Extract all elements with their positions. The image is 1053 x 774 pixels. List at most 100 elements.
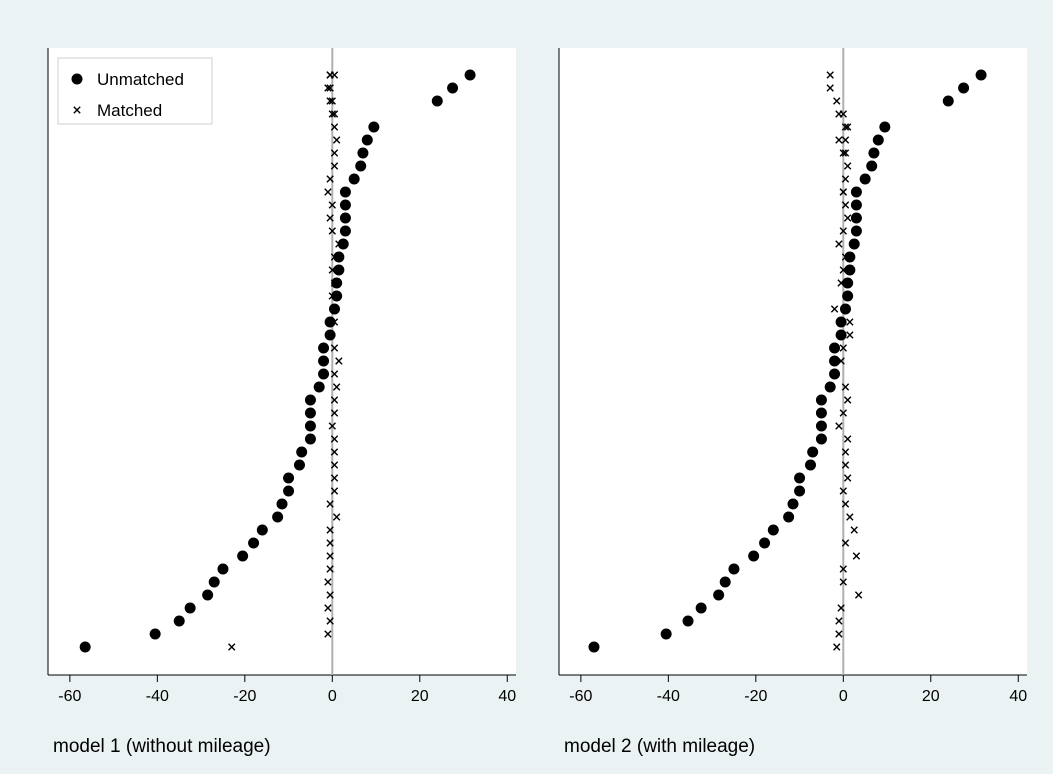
legend-label: Matched xyxy=(97,101,162,120)
matched-point xyxy=(324,84,332,92)
matched-point xyxy=(324,188,332,196)
unmatched-point xyxy=(868,147,880,159)
matched-point xyxy=(843,214,852,222)
matched-point xyxy=(335,357,343,365)
unmatched-point xyxy=(844,264,856,276)
matched-point xyxy=(326,214,334,222)
matched-point xyxy=(330,110,339,118)
matched-point xyxy=(839,409,847,417)
unmatched-point xyxy=(339,186,351,198)
matched-point xyxy=(330,344,339,352)
unmatched-point xyxy=(318,355,330,367)
unmatched-point xyxy=(850,199,862,211)
unmatched-point xyxy=(217,563,229,575)
unmatched-point xyxy=(361,134,373,146)
matched-point xyxy=(846,331,854,339)
unmatched-point xyxy=(848,238,860,250)
matched-point xyxy=(839,487,847,495)
matched-point xyxy=(328,227,336,235)
matched-point xyxy=(330,370,339,378)
matched-point xyxy=(846,318,854,326)
unmatched-point xyxy=(339,225,351,237)
unmatched-point xyxy=(839,303,851,315)
unmatched-point xyxy=(331,277,343,289)
unmatched-point xyxy=(719,576,731,588)
matched-point xyxy=(326,331,334,339)
matched-point xyxy=(328,110,336,118)
unmatched-point xyxy=(304,420,316,432)
unmatched-point xyxy=(464,69,476,81)
matched-point xyxy=(330,409,339,417)
matched-point xyxy=(841,175,850,183)
matched-point xyxy=(843,292,852,300)
unmatched-point xyxy=(767,524,779,536)
matched-point xyxy=(328,201,336,209)
x-tick-label: -20 xyxy=(233,688,256,705)
matched-point xyxy=(324,630,332,638)
unmatched-point xyxy=(283,485,295,497)
x-tick-label: 0 xyxy=(839,688,848,705)
unmatched-point xyxy=(958,82,970,94)
unmatched-point xyxy=(324,316,336,328)
unmatched-point xyxy=(815,433,827,445)
unmatched-point xyxy=(357,147,369,159)
unmatched-point xyxy=(829,342,841,354)
series-matched xyxy=(826,71,863,651)
matched-point xyxy=(839,565,847,573)
matched-point xyxy=(837,604,845,612)
matched-point xyxy=(330,123,339,131)
unmatched-point xyxy=(842,277,854,289)
matched-point xyxy=(830,370,839,378)
matched-point xyxy=(839,188,847,196)
unmatched-point xyxy=(293,459,305,471)
unmatched-point xyxy=(872,134,884,146)
unmatched-point xyxy=(368,121,380,133)
unmatched-point xyxy=(815,420,827,432)
unmatched-point xyxy=(333,264,345,276)
unmatched-point xyxy=(313,381,325,393)
unmatched-point xyxy=(447,82,459,94)
unmatched-point xyxy=(184,602,196,614)
unmatched-point xyxy=(975,69,987,81)
legend-label: Unmatched xyxy=(97,70,184,89)
unmatched-point xyxy=(339,212,351,224)
x-tick-label: -60 xyxy=(569,688,592,705)
unmatched-point xyxy=(850,186,862,198)
x-tick-label: -60 xyxy=(58,688,81,705)
matched-point xyxy=(835,240,843,248)
matched-point xyxy=(826,71,834,79)
legend-marker-circle xyxy=(71,73,83,85)
matched-point xyxy=(839,578,847,586)
matched-point xyxy=(841,136,850,144)
matched-point xyxy=(835,136,843,144)
unmatched-point xyxy=(824,381,836,393)
unmatched-point xyxy=(850,225,862,237)
unmatched-point xyxy=(794,472,806,484)
matched-point xyxy=(841,539,850,547)
matched-point xyxy=(332,513,341,521)
unmatched-point xyxy=(804,459,816,471)
matched-point xyxy=(835,422,843,430)
matched-point xyxy=(324,604,332,612)
unmatched-point xyxy=(682,615,694,627)
matched-point xyxy=(833,97,841,105)
x-tick-label: 20 xyxy=(922,688,940,705)
unmatched-point xyxy=(942,95,954,107)
x-tick-label: 20 xyxy=(411,688,429,705)
matched-point xyxy=(835,617,843,625)
unmatched-point xyxy=(283,472,295,484)
matched-point xyxy=(835,630,843,638)
matched-point xyxy=(228,643,236,651)
unmatched-point xyxy=(272,511,284,523)
matched-point xyxy=(837,357,845,365)
unmatched-point xyxy=(333,251,345,263)
matched-point xyxy=(330,162,339,170)
x-tick-label: -40 xyxy=(146,688,169,705)
matched-point xyxy=(839,227,847,235)
unmatched-point xyxy=(318,342,330,354)
matched-point xyxy=(835,110,843,118)
matched-point xyxy=(841,149,850,157)
matched-point xyxy=(330,305,339,313)
matched-point xyxy=(330,253,339,261)
